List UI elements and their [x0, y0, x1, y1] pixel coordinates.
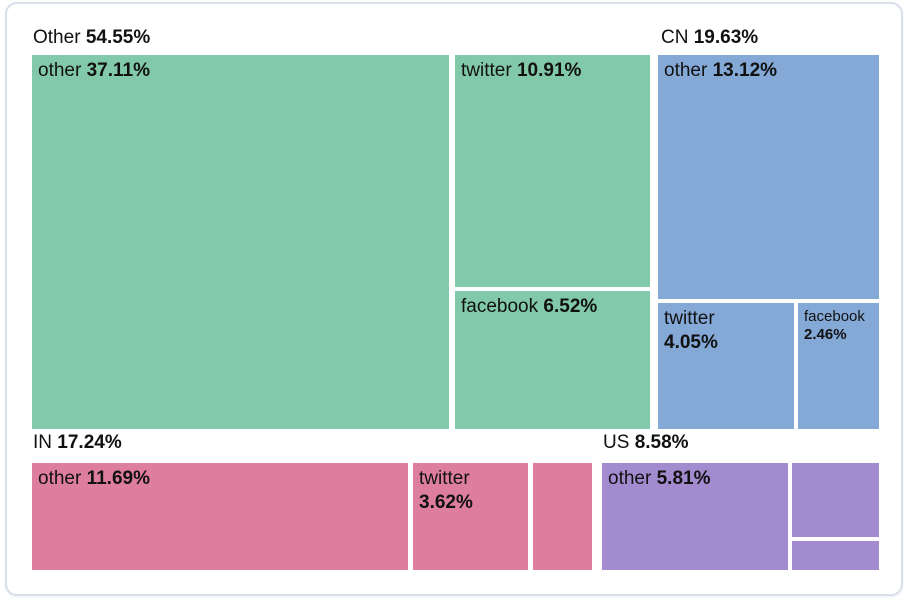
- cell-pct: 10.91%: [516, 60, 582, 81]
- region-label-other: Other 54.55%: [33, 26, 150, 50]
- cell-name: other: [608, 468, 652, 489]
- cell-name: twitter: [461, 60, 512, 81]
- cell-name: twitter: [419, 468, 470, 489]
- cell-pct: 5.81%: [656, 468, 711, 489]
- cell-pct: 6.52%: [543, 296, 598, 317]
- cell-name: other: [38, 468, 82, 489]
- region-pct: 54.55%: [85, 27, 151, 48]
- treemap-cell-other-other[interactable]: other 37.11%: [32, 55, 449, 429]
- cell-pct: 11.69%: [86, 468, 150, 489]
- region-pct: 19.63%: [693, 27, 759, 48]
- treemap-cell-in-other[interactable]: other 11.69%: [32, 463, 408, 570]
- cell-name: other: [664, 60, 708, 81]
- cell-name: facebook: [804, 308, 865, 325]
- treemap-cell-other-twitter[interactable]: twitter 10.91%: [455, 55, 650, 287]
- cell-pct: 37.11%: [86, 60, 150, 81]
- cell-name: other: [38, 60, 82, 81]
- region-name: CN: [661, 27, 689, 48]
- region-name: US: [603, 432, 630, 453]
- cell-pct: 13.12%: [712, 60, 778, 81]
- cell-pct: 4.05%: [664, 332, 718, 353]
- treemap-cell-us-unlabeled-top[interactable]: [792, 463, 879, 537]
- treemap-cell-cn-facebook[interactable]: facebook 2.46%: [798, 303, 879, 429]
- region-label-in: IN 17.24%: [33, 431, 122, 455]
- region-label-cn: CN 19.63%: [661, 26, 758, 50]
- cell-pct: 2.46%: [804, 326, 847, 343]
- treemap-cell-in-unlabeled[interactable]: [533, 463, 592, 570]
- treemap-cell-us-unlabeled-bottom[interactable]: [792, 541, 879, 570]
- region-pct: 8.58%: [634, 432, 689, 453]
- region-label-us: US 8.58%: [603, 431, 689, 455]
- treemap-cell-in-twitter[interactable]: twitter 3.62%: [413, 463, 528, 570]
- treemap-cell-cn-other[interactable]: other 13.12%: [658, 55, 879, 299]
- cell-name: twitter: [664, 308, 715, 329]
- treemap-cell-cn-twitter[interactable]: twitter 4.05%: [658, 303, 794, 429]
- region-name: IN: [33, 432, 52, 453]
- cell-pct: 3.62%: [419, 492, 473, 513]
- region-pct: 17.24%: [57, 432, 122, 453]
- cell-name: facebook: [461, 296, 539, 317]
- region-name: Other: [33, 27, 81, 48]
- treemap-cell-other-facebook[interactable]: facebook 6.52%: [455, 291, 650, 429]
- treemap-cell-us-other[interactable]: other 5.81%: [602, 463, 788, 570]
